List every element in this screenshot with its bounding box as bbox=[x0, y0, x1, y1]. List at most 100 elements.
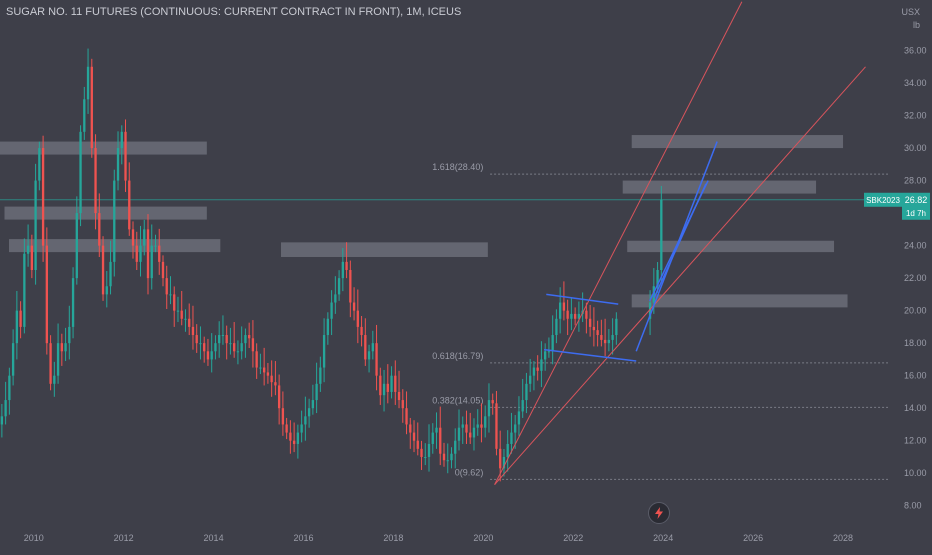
candle-body bbox=[450, 453, 453, 461]
candle-body bbox=[506, 443, 509, 457]
x-tick-label: 2026 bbox=[743, 533, 763, 543]
candle-body bbox=[236, 351, 240, 353]
candle-body bbox=[352, 302, 356, 311]
candle-body bbox=[184, 318, 187, 320]
candle-body bbox=[491, 400, 494, 404]
candle-body bbox=[176, 310, 180, 312]
candle-body bbox=[330, 302, 333, 319]
x-tick-label: 2024 bbox=[653, 533, 673, 543]
y-tick-label: 22.00 bbox=[904, 273, 927, 283]
candle-body bbox=[240, 343, 243, 352]
candle-body bbox=[446, 460, 449, 462]
candle-body bbox=[416, 440, 419, 449]
candle-body bbox=[439, 427, 442, 454]
candle-body bbox=[592, 326, 596, 331]
unit-label: lb bbox=[912, 20, 920, 30]
candle-body bbox=[45, 245, 48, 344]
candle-body bbox=[248, 335, 251, 339]
resistance-zone bbox=[0, 141, 207, 155]
candle-body bbox=[109, 261, 112, 287]
candle-body bbox=[660, 199, 663, 270]
candle-body bbox=[101, 245, 105, 295]
candle-body bbox=[611, 335, 614, 340]
candle-body bbox=[218, 335, 221, 344]
candle-body bbox=[56, 343, 60, 376]
candle-body bbox=[296, 432, 300, 444]
badge-countdown: 1d 7h bbox=[906, 209, 926, 218]
candle-body bbox=[38, 148, 41, 181]
candle-body bbox=[525, 383, 528, 401]
x-axis: 2010 2012 2014 2016 2018 2020 2022 2024 2026 2028 bbox=[24, 533, 853, 543]
candle-body bbox=[128, 180, 131, 230]
y-tick-label: 18.00 bbox=[904, 338, 927, 348]
flash-icon-glyph bbox=[655, 507, 663, 519]
candle-body bbox=[146, 229, 150, 279]
candle-body bbox=[262, 367, 266, 373]
y-tick-label: 12.00 bbox=[904, 436, 927, 446]
candle-body bbox=[588, 318, 592, 327]
flash-icon[interactable] bbox=[648, 502, 670, 524]
candle-body bbox=[244, 335, 247, 344]
candle-body bbox=[551, 335, 554, 352]
candle-body bbox=[113, 180, 116, 262]
x-tick-label: 2014 bbox=[204, 533, 224, 543]
resistance-zone bbox=[631, 294, 848, 308]
candle-body bbox=[206, 351, 210, 360]
candle-body bbox=[499, 448, 502, 469]
price-badge: SBK2023 26.82 1d 7h bbox=[864, 192, 930, 220]
candle-body bbox=[173, 294, 176, 311]
candle-body bbox=[281, 408, 285, 425]
candle-body bbox=[90, 66, 93, 149]
candle-body bbox=[60, 343, 63, 352]
candle-body bbox=[562, 302, 566, 311]
candle-body bbox=[547, 351, 551, 353]
candle-body bbox=[652, 286, 655, 303]
candle-body bbox=[105, 286, 108, 295]
candle-body bbox=[319, 367, 322, 384]
candle-body bbox=[255, 351, 258, 368]
trendline bbox=[494, 1, 743, 485]
badge-symbol-bg bbox=[864, 192, 902, 207]
candle-body bbox=[484, 416, 487, 428]
candle-body bbox=[615, 318, 618, 336]
resistance-zones bbox=[0, 135, 848, 308]
candle-body bbox=[64, 343, 67, 352]
trendline bbox=[494, 66, 866, 485]
candle-body bbox=[266, 372, 270, 376]
candle-body bbox=[555, 318, 558, 336]
candle-body bbox=[277, 385, 281, 409]
candle-body bbox=[311, 400, 315, 409]
candle-body bbox=[86, 66, 90, 100]
candle-body bbox=[154, 245, 157, 247]
candle-body bbox=[356, 310, 359, 327]
candle-body bbox=[585, 310, 588, 319]
currency-label: USX bbox=[901, 7, 920, 17]
candle-body bbox=[274, 382, 277, 386]
candle-body bbox=[289, 432, 292, 441]
y-tick-label: 16.00 bbox=[904, 371, 927, 381]
y-tick-label: 32.00 bbox=[904, 111, 927, 121]
chart-title: SUGAR NO. 11 FUTURES (CONTINUOUS: CURREN… bbox=[6, 6, 462, 18]
candle-body bbox=[442, 453, 446, 461]
candle-body bbox=[285, 424, 288, 433]
badge-price-bg bbox=[902, 192, 930, 220]
currency-unit[interactable]: USX lb bbox=[901, 6, 920, 32]
candle-body bbox=[300, 424, 303, 433]
channel-lines bbox=[543, 141, 718, 362]
candle-body bbox=[326, 318, 330, 336]
candle-body bbox=[420, 448, 423, 457]
channel-line bbox=[546, 293, 619, 305]
candle-body bbox=[120, 131, 123, 149]
candle-body bbox=[341, 261, 344, 279]
candle-body bbox=[191, 326, 195, 336]
fib-level-label: 0.382(14.05) bbox=[432, 395, 483, 405]
x-tick-label: 2020 bbox=[473, 533, 493, 543]
candle-body bbox=[457, 427, 461, 441]
candle-body bbox=[53, 375, 56, 384]
candle-body bbox=[75, 213, 78, 279]
candle-body bbox=[536, 367, 539, 371]
candle-body bbox=[521, 400, 524, 412]
candle-body bbox=[364, 335, 367, 360]
